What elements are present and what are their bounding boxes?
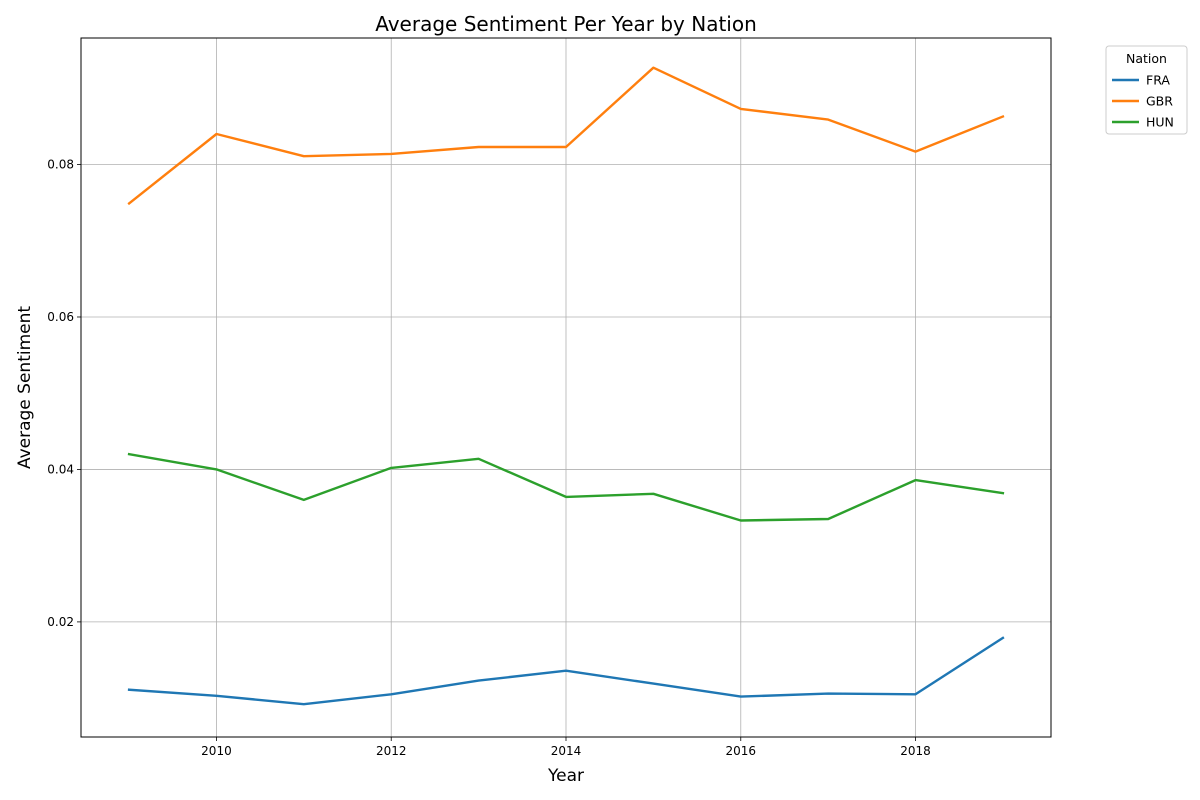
y-tick-label: 0.08 [47, 158, 74, 172]
x-axis-ticks: 2010 2012 2014 2016 2018 [201, 737, 931, 758]
legend-items: FRA GBR HUN [1112, 73, 1174, 130]
series-line-gbr [127, 66, 1005, 206]
legend-item-hun: HUN [1112, 115, 1174, 130]
legend-item-gbr: GBR [1112, 94, 1173, 109]
legend: Nation FRA GBR HUN [1105, 45, 1188, 135]
x-tick-label: 2014 [551, 744, 582, 758]
x-tick-label: 2016 [726, 744, 757, 758]
x-axis-label: Year [547, 766, 584, 786]
x-tick-label: 2010 [201, 744, 232, 758]
legend-box [1105, 45, 1188, 135]
y-axis-ticks: 0.02 0.04 0.06 0.08 [47, 158, 81, 629]
y-tick-label: 0.04 [47, 462, 74, 476]
x-tick-label: 2012 [376, 744, 407, 758]
legend-item-fra: FRA [1112, 73, 1170, 88]
x-tick-label: 2018 [900, 744, 931, 758]
legend-label: FRA [1146, 73, 1170, 88]
legend-label: GBR [1146, 94, 1173, 109]
y-axis-label: Average Sentiment [15, 306, 35, 469]
series-line-fra [127, 636, 1005, 706]
series-lines [127, 66, 1005, 706]
legend-title: Nation [1126, 51, 1167, 66]
y-tick-label: 0.06 [47, 310, 74, 324]
y-tick-label: 0.02 [47, 615, 74, 629]
legend-label: HUN [1146, 115, 1174, 130]
chart-title: Average Sentiment Per Year by Nation [375, 12, 757, 36]
series-line-hun [127, 452, 1005, 522]
